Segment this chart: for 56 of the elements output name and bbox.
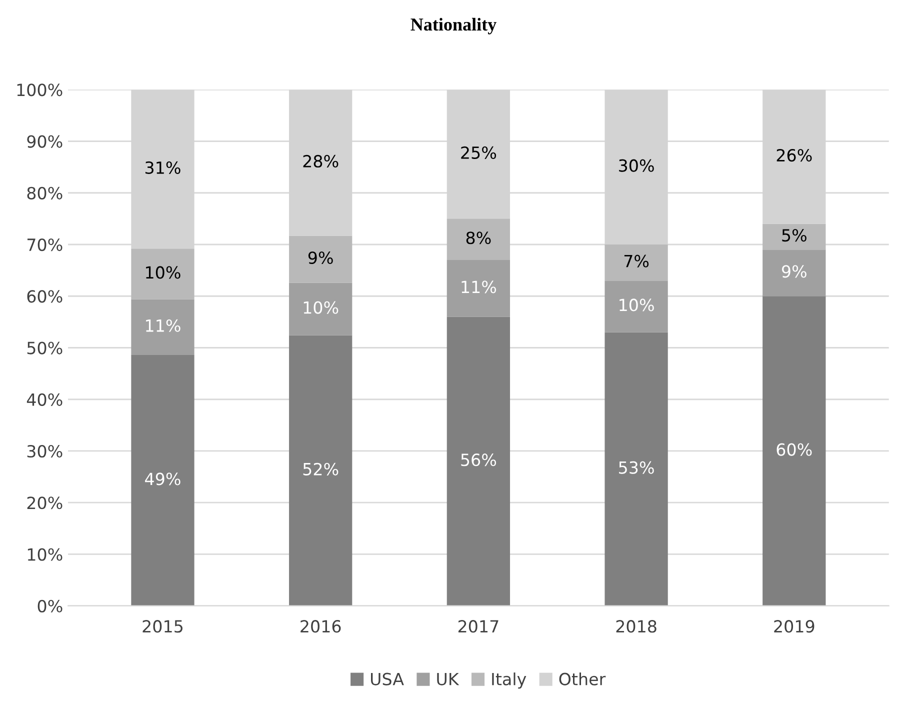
x-tick-label: 2018 bbox=[616, 620, 656, 633]
x-tick-label: 2019 bbox=[774, 620, 814, 633]
data-label: 8% bbox=[466, 232, 491, 244]
data-label: 26% bbox=[776, 148, 812, 162]
y-tick-label: 50% bbox=[27, 342, 62, 354]
y-tick-label: 60% bbox=[27, 290, 62, 303]
bar bbox=[604, 244, 668, 281]
chart-title: Nationality bbox=[410, 18, 496, 34]
bar bbox=[446, 316, 510, 606]
y-tick-label: 20% bbox=[27, 496, 62, 510]
data-label: 11% bbox=[146, 319, 180, 332]
data-label: 25% bbox=[461, 146, 496, 159]
x-tick-label: 2015 bbox=[142, 620, 182, 633]
data-label: 49% bbox=[145, 472, 180, 486]
bar bbox=[762, 250, 826, 296]
bar bbox=[131, 248, 194, 300]
data-label: 60% bbox=[776, 443, 812, 456]
legend-label: USA bbox=[371, 672, 404, 686]
x-tick-label: 2017 bbox=[458, 620, 498, 633]
data-label: 5% bbox=[782, 228, 806, 242]
data-label: 31% bbox=[145, 161, 180, 174]
data-label: 30% bbox=[619, 159, 654, 172]
y-tick-label: 10% bbox=[28, 548, 62, 561]
bar bbox=[289, 282, 352, 336]
bar bbox=[289, 335, 352, 606]
data-label: 53% bbox=[619, 461, 654, 474]
y-tick-label: 0% bbox=[38, 600, 62, 612]
legend-label: Italy bbox=[492, 672, 526, 689]
bar bbox=[604, 332, 668, 606]
data-label: 28% bbox=[303, 154, 338, 168]
data-label: 10% bbox=[304, 301, 338, 314]
x-tick-label: 2016 bbox=[300, 620, 341, 633]
data-label: 7% bbox=[624, 254, 649, 268]
data-label: 11% bbox=[462, 280, 496, 294]
legend-label: Other bbox=[559, 672, 606, 686]
data-label: 10% bbox=[620, 298, 654, 312]
bar bbox=[604, 280, 668, 332]
data-label: 52% bbox=[303, 462, 338, 476]
y-tick-label: 30% bbox=[27, 444, 62, 458]
bar bbox=[762, 296, 826, 606]
bar bbox=[762, 224, 826, 250]
y-tick-label: 70% bbox=[27, 238, 62, 252]
y-tick-label: 90% bbox=[27, 135, 62, 148]
y-tick-label: 100% bbox=[17, 84, 62, 96]
legend-label: UK bbox=[437, 673, 460, 686]
bar bbox=[289, 236, 352, 283]
y-tick-label: 40% bbox=[26, 393, 62, 406]
data-label: 10% bbox=[146, 266, 180, 279]
data-label: 9% bbox=[782, 265, 806, 278]
bar bbox=[446, 218, 510, 260]
bar bbox=[446, 260, 510, 317]
data-label: 56% bbox=[461, 454, 496, 466]
data-label: 9% bbox=[308, 251, 333, 264]
y-tick-label: 80% bbox=[27, 186, 62, 200]
bar bbox=[131, 354, 194, 606]
bar bbox=[131, 299, 194, 355]
